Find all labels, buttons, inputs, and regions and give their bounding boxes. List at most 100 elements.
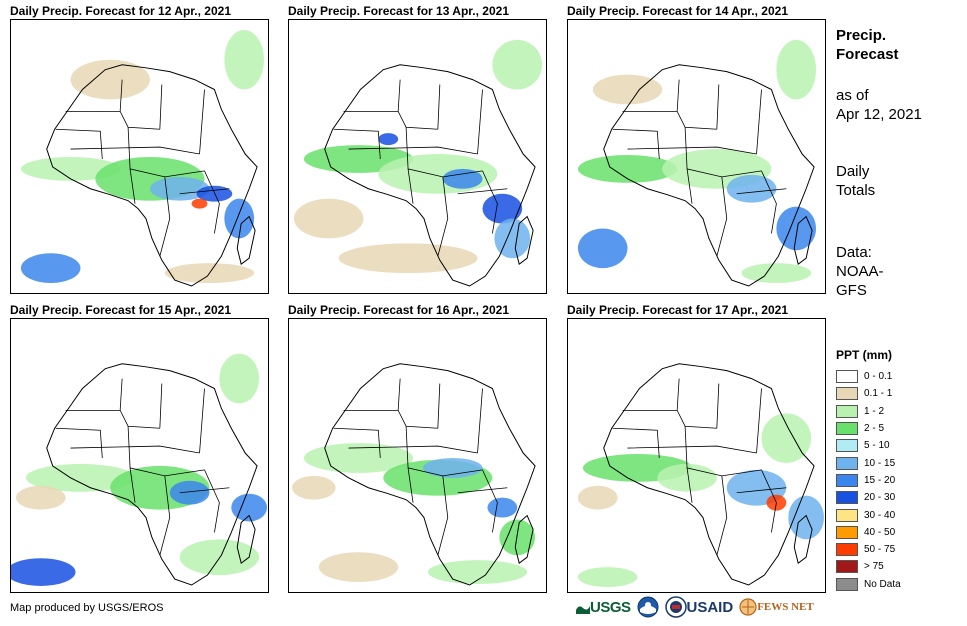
country-border bbox=[482, 469, 498, 533]
precip-area bbox=[788, 495, 825, 540]
precip-area bbox=[293, 198, 364, 239]
country-border bbox=[204, 469, 220, 533]
noaa-logo bbox=[637, 596, 659, 618]
country-border bbox=[736, 487, 787, 494]
map-panel-2: Daily Precip. Forecast for 13 Apr., 2021 bbox=[288, 4, 547, 294]
country-border bbox=[407, 467, 414, 503]
country-border bbox=[437, 176, 449, 257]
agency-logos: USGS USAID FEWS NET bbox=[576, 595, 820, 619]
noaa-emblem-icon bbox=[637, 596, 659, 618]
country-border bbox=[627, 445, 757, 454]
precip-area bbox=[191, 198, 208, 209]
country-border bbox=[159, 176, 171, 257]
info-data-line1: Data: bbox=[836, 244, 872, 261]
precip-map bbox=[567, 318, 826, 593]
info-asof-line1: as of bbox=[836, 87, 869, 104]
country-border bbox=[716, 383, 720, 429]
precip-area bbox=[577, 228, 628, 269]
africa-map-svg bbox=[577, 363, 825, 587]
country-border bbox=[70, 146, 200, 155]
map-panel-5: Daily Precip. Forecast for 16 Apr., 2021 bbox=[288, 303, 547, 593]
legend-rows: 0 - 0.1 0.1 - 1 1 - 2 2 - 5 5 - 10 10 - 15 15 … bbox=[836, 368, 901, 593]
africa-coastline bbox=[324, 64, 536, 287]
precip-area bbox=[776, 39, 817, 100]
country-border bbox=[407, 168, 414, 204]
country-border bbox=[736, 188, 787, 195]
country-border bbox=[179, 188, 230, 195]
precip-area bbox=[761, 413, 812, 463]
legend-swatch bbox=[836, 387, 858, 401]
legend-label: 5 - 10 bbox=[864, 440, 890, 452]
legend-label: 50 - 75 bbox=[864, 544, 896, 556]
africa-coastline bbox=[603, 64, 815, 287]
country-border bbox=[397, 79, 401, 112]
country-border bbox=[127, 426, 205, 477]
madagascar-outline bbox=[514, 514, 534, 565]
usaid-logo: USAID bbox=[664, 596, 733, 618]
precip-area bbox=[11, 558, 76, 586]
legend-label: 15 - 20 bbox=[864, 474, 896, 486]
precip-area bbox=[15, 485, 66, 510]
fews-globe-icon bbox=[739, 598, 757, 616]
country-border bbox=[159, 383, 163, 429]
info-asof-date: Apr 12, 2021 bbox=[836, 106, 922, 123]
country-border bbox=[70, 445, 200, 454]
legend-item: 15 - 20 bbox=[836, 472, 901, 489]
legend-label: 2 - 5 bbox=[864, 423, 885, 435]
info-data-source: Data: NOAA- GFS bbox=[836, 243, 884, 300]
precip-area bbox=[224, 198, 255, 239]
legend-swatch bbox=[836, 543, 858, 557]
precip-area bbox=[592, 74, 663, 105]
country-border bbox=[686, 467, 693, 503]
map-panel-1: Daily Precip. Forecast for 12 Apr., 2021 bbox=[10, 4, 269, 294]
precip-map bbox=[10, 318, 269, 593]
africa-map-svg bbox=[11, 353, 268, 586]
legend-item: 5 - 10 bbox=[836, 437, 901, 454]
country-border bbox=[622, 110, 717, 130]
precip-area bbox=[442, 168, 483, 189]
legend-label: 1 - 2 bbox=[864, 405, 885, 417]
map-panel-title: Daily Precip. Forecast for 14 Apr., 2021 bbox=[567, 4, 788, 18]
legend-label: 10 - 15 bbox=[864, 457, 896, 469]
legend-label: 40 - 50 bbox=[864, 526, 896, 538]
legend-swatch bbox=[836, 456, 858, 470]
precip-area bbox=[70, 59, 150, 100]
country-border bbox=[482, 170, 498, 234]
country-border bbox=[756, 89, 762, 155]
country-border bbox=[405, 127, 483, 178]
legend-title: PPT (mm) bbox=[836, 348, 893, 362]
country-border bbox=[716, 176, 728, 257]
precip-map bbox=[10, 19, 269, 294]
country-border bbox=[437, 383, 441, 429]
country-border bbox=[437, 84, 441, 130]
africa-coastline bbox=[324, 363, 536, 586]
precip-legend: PPT (mm) 0 - 0.1 0.1 - 1 1 - 2 2 - 5 5 - 10 1… bbox=[836, 348, 901, 593]
precip-area bbox=[20, 156, 121, 181]
map-panel-title: Daily Precip. Forecast for 15 Apr., 2021 bbox=[10, 303, 231, 317]
precip-area bbox=[422, 457, 483, 478]
map-panel-title: Daily Precip. Forecast for 13 Apr., 2021 bbox=[288, 4, 509, 18]
country-border bbox=[204, 170, 220, 234]
precip-area bbox=[657, 463, 717, 492]
info-title-line2: Forecast bbox=[836, 46, 899, 63]
legend-swatch bbox=[836, 404, 858, 418]
precip-area bbox=[169, 480, 210, 505]
country-border bbox=[179, 487, 230, 494]
legend-label: 20 - 30 bbox=[864, 492, 896, 504]
usgs-logo-text: USGS bbox=[590, 598, 631, 616]
country-border bbox=[333, 427, 381, 459]
precip-area bbox=[338, 243, 478, 274]
map-panel-title: Daily Precip. Forecast for 16 Apr., 2021 bbox=[288, 303, 509, 317]
precip-area bbox=[494, 218, 531, 259]
precip-map bbox=[567, 19, 826, 294]
legend-swatch bbox=[836, 525, 858, 539]
africa-map-svg bbox=[20, 29, 265, 287]
country-border bbox=[477, 388, 483, 454]
africa-map-svg bbox=[293, 39, 543, 287]
map-panel-6: Daily Precip. Forecast for 17 Apr., 2021 bbox=[567, 303, 826, 593]
country-border bbox=[716, 84, 720, 130]
legend-label: 30 - 40 bbox=[864, 509, 896, 521]
africa-map-svg bbox=[291, 363, 536, 586]
country-border bbox=[676, 378, 680, 411]
legend-item: 20 - 30 bbox=[836, 489, 901, 506]
